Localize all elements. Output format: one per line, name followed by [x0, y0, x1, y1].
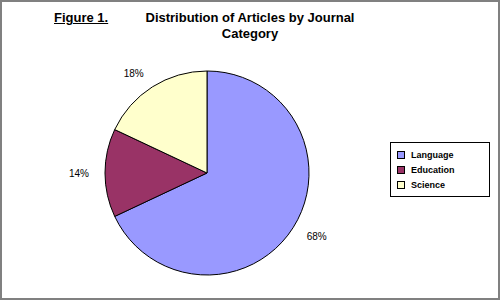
html-text:Language: Language	[411, 149, 454, 160]
svg-text:68%: 68%	[307, 231, 327, 242]
svg-text:14%: 14%	[69, 168, 89, 179]
html-text:Science: Science	[411, 179, 445, 190]
html-text:Distribution of Articles by Jo: Distribution of Articles by Journal Cate…	[145, 10, 355, 41]
html-text:Education: Education	[411, 164, 455, 175]
html-text:Figure 1.: Figure 1.	[54, 10, 109, 25]
svg-text:18%: 18%	[124, 68, 144, 79]
